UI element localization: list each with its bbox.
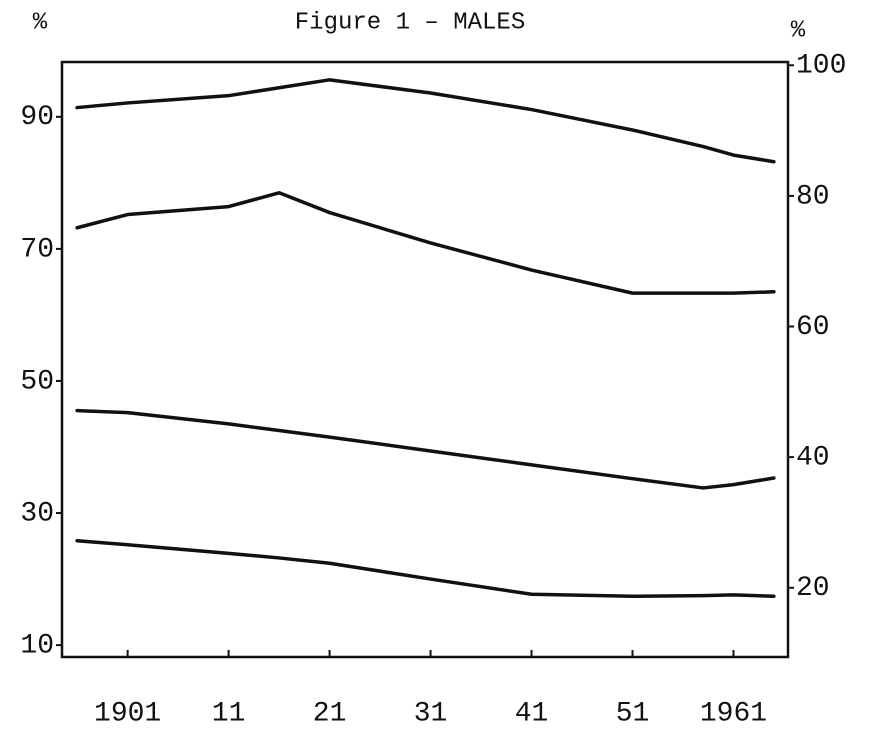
x-tick-label: 21 [313,698,347,729]
x-tick-label: 1901 [94,698,161,729]
y2-tick-label: 40 [796,443,830,474]
y2-axis-label: % [791,17,806,44]
data-line [75,191,776,295]
y-tick-label: 50 [20,366,54,397]
y2-tick-label: 100 [796,51,846,82]
data-line [75,78,776,164]
y2-tick-label: 80 [796,181,830,212]
x-tick-label: 51 [616,698,650,729]
data-line [75,408,776,490]
chart-title: Figure 1 – MALES [295,9,525,36]
y2-tick-label: 60 [796,312,830,343]
y-tick-label: 30 [20,498,54,529]
x-tick-label: 41 [515,698,549,729]
y-tick-label: 70 [20,234,54,265]
y-tick-label: 10 [20,631,54,662]
plot-frame [60,60,790,659]
data-line [75,539,776,598]
x-tick-label: 11 [212,698,246,729]
y-tick-label: 90 [20,102,54,133]
x-tick-label: 31 [414,698,448,729]
x-tick-label: 1961 [700,698,767,729]
y-axis-label: % [33,9,48,36]
y2-tick-label: 20 [796,573,830,604]
